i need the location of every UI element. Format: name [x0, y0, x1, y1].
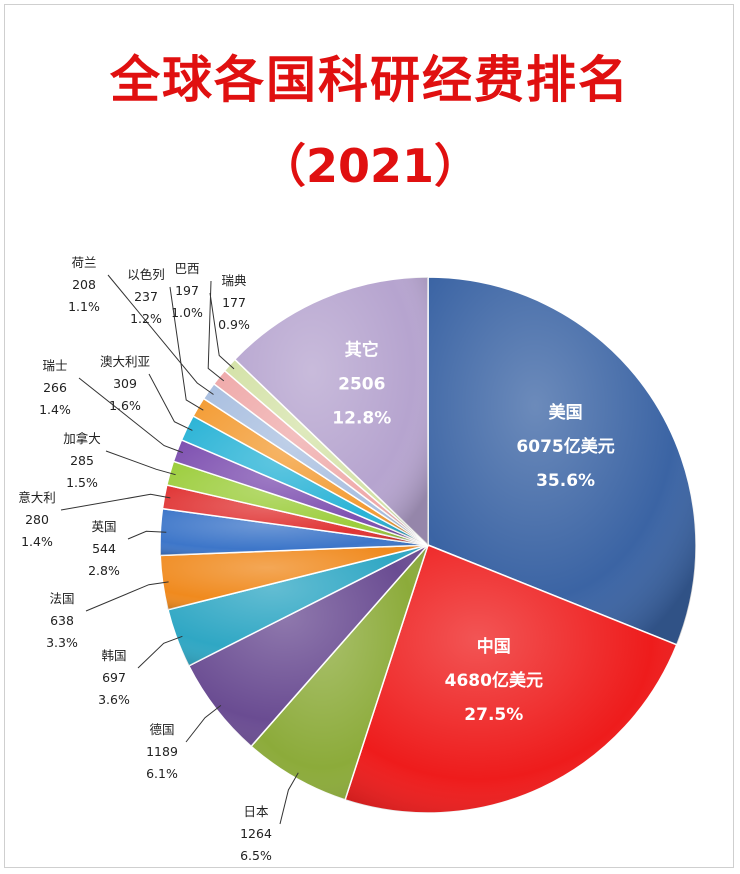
slice-label-percent: 6.1%: [146, 766, 178, 781]
slice-label-percent: 35.6%: [536, 471, 595, 491]
slice-label-percent: 2.8%: [88, 563, 120, 578]
chart-title: 全球各国科研经费排名: [110, 51, 630, 109]
slice-label-name: 瑞士: [42, 358, 67, 373]
slice-label-name: 法国: [49, 591, 74, 606]
slice-label-name: 加拿大: [63, 431, 101, 446]
slice-label-name: 英国: [91, 519, 116, 534]
slice-label-value: 6075亿美元: [516, 436, 614, 457]
leader-line: [207, 280, 225, 382]
slice-label-value: 280: [25, 512, 49, 527]
slice-label-percent: 3.6%: [98, 692, 130, 707]
slice-label-percent: 1.5%: [66, 475, 98, 490]
slice-label-name: 瑞典: [221, 273, 246, 288]
leader-line: [209, 292, 235, 370]
slice-label-value: 285: [70, 453, 94, 468]
slice-label-value: 1189: [146, 744, 178, 759]
leader-line: [279, 772, 299, 825]
slice-label-name: 意大利: [18, 490, 56, 505]
slice-label-name: 韩国: [101, 648, 126, 663]
slice-label-percent: 1.0%: [171, 305, 203, 320]
leader-line: [105, 450, 176, 476]
leader-line: [148, 373, 193, 431]
slice-label-percent: 3.3%: [46, 635, 78, 650]
slice-label-value: 208: [72, 277, 96, 292]
slice-label-name: 德国: [149, 722, 174, 737]
chart-subtitle: （2021）: [259, 139, 481, 193]
slice-label-name: 澳大利亚: [100, 354, 150, 369]
slice-label-percent: 27.5%: [464, 705, 523, 725]
slice-label-percent: 12.8%: [332, 409, 391, 429]
slice-label-name: 以色列: [127, 267, 165, 282]
slice-label-name: 中国: [477, 636, 511, 657]
leader-line: [127, 530, 167, 540]
slice-label-percent: 1.2%: [130, 311, 162, 326]
chart-frame: [4, 4, 734, 868]
slice-label-value: 4680亿美元: [445, 670, 543, 691]
slice-label-percent: 1.6%: [109, 398, 141, 413]
slice-label-value: 309: [113, 376, 137, 391]
slice-label-name: 日本: [243, 804, 269, 819]
slice-label-percent: 0.9%: [218, 317, 250, 332]
leader-line: [107, 274, 214, 395]
leader-line: [185, 705, 222, 743]
slice-label-name: 巴西: [174, 261, 199, 276]
slice-label-percent: 1.4%: [39, 402, 71, 417]
slice-label-value: 544: [92, 541, 116, 556]
slice-label-name: 美国: [549, 402, 583, 423]
slice-label-percent: 6.5%: [240, 848, 272, 863]
slice-label-value: 2506: [338, 375, 385, 395]
slice-label-percent: 1.1%: [68, 299, 100, 314]
slice-label-value: 1264: [240, 826, 272, 841]
slice-label-percent: 1.4%: [21, 534, 53, 549]
leader-line: [78, 377, 183, 454]
leader-line: [169, 286, 204, 411]
slice-label-value: 237: [134, 289, 158, 304]
slice-label-name: 荷兰: [71, 255, 96, 270]
slice-label-value: 266: [43, 380, 67, 395]
slice-label-value: 197: [175, 283, 199, 298]
leader-line: [60, 493, 171, 511]
leader-line: [137, 635, 183, 669]
slice-label-name: 其它: [345, 340, 379, 361]
slice-label-value: 697: [102, 670, 126, 685]
leader-line: [85, 581, 169, 612]
slice-label-value: 177: [222, 295, 246, 310]
slice-label-value: 638: [50, 613, 74, 628]
